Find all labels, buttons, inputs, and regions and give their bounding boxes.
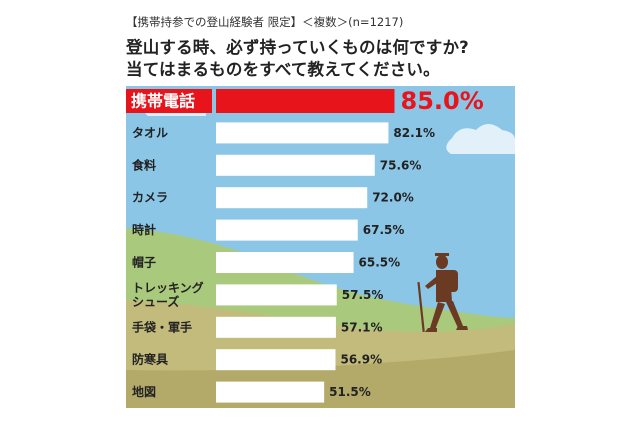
category-label: カメラ	[132, 191, 168, 205]
category-label: 食料	[131, 157, 156, 172]
category-label: 地図	[132, 384, 156, 399]
category-label: 携帯電話	[131, 92, 195, 111]
bar	[216, 284, 337, 306]
bar	[216, 219, 358, 241]
value-label: 65.5%	[359, 256, 401, 270]
bar	[216, 316, 336, 338]
question-line-2: 当てはまるものをすべて教えてください。	[126, 60, 440, 79]
category-label-highlight	[126, 89, 212, 113]
bar	[216, 89, 395, 113]
bar	[216, 187, 368, 209]
category-label: 時計	[132, 222, 156, 237]
category-label: 帽子	[132, 255, 156, 270]
bar	[216, 349, 336, 371]
value-label: 82.1%	[393, 126, 435, 140]
value-label: 57.5%	[342, 288, 384, 302]
bars	[216, 89, 395, 403]
question-line-1: 登山する時、必ず持っていくものは何ですか?	[126, 38, 469, 57]
bar	[216, 122, 389, 144]
value-label: 67.5%	[363, 223, 405, 237]
category-label: 手袋・軍手	[132, 319, 192, 334]
value-label: 57.1%	[341, 320, 383, 334]
cloud	[446, 124, 515, 154]
category-label: トレッキングシューズ	[132, 280, 204, 309]
bar	[216, 252, 354, 273]
value-labels: 85.0% 82.1% 75.6% 72.0% 67.5% 65.5% 57.5% 57.1%…	[329, 87, 484, 399]
bar	[216, 154, 375, 176]
survey-subtitle: 【携帯持参での登山経験者 限定】＜複数＞(n=1217)	[126, 15, 404, 29]
value-label: 85.0%	[401, 87, 484, 115]
value-label: 56.9%	[340, 353, 382, 367]
category-label: 防寒具	[132, 352, 168, 367]
value-label: 72.0%	[372, 191, 414, 205]
category-label: タオル	[132, 126, 168, 140]
hiker-icon	[417, 253, 468, 332]
bar	[216, 381, 325, 403]
value-label: 75.6%	[380, 158, 422, 172]
value-label: 51.5%	[329, 385, 371, 399]
